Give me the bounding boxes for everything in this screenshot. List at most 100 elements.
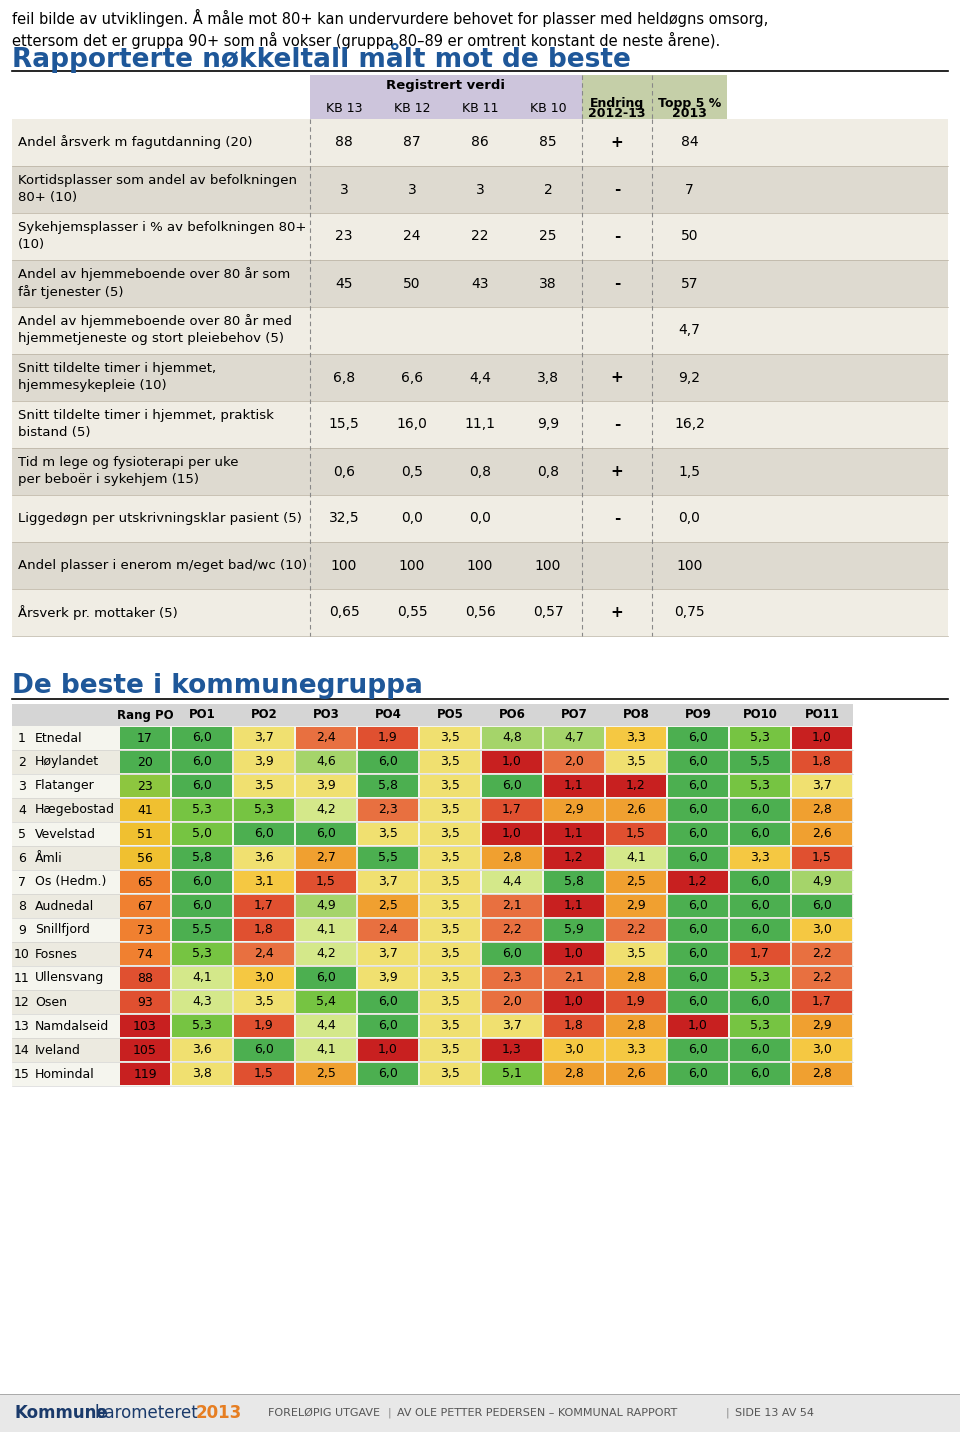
Bar bbox=[420, 919, 480, 941]
Bar bbox=[296, 1015, 356, 1037]
Text: 1,0: 1,0 bbox=[564, 948, 584, 961]
Bar bbox=[420, 871, 480, 894]
Bar bbox=[120, 775, 170, 798]
Bar bbox=[606, 967, 666, 990]
Text: 3,5: 3,5 bbox=[440, 971, 460, 985]
Bar bbox=[420, 895, 480, 916]
Bar bbox=[730, 799, 790, 821]
Text: 22: 22 bbox=[471, 229, 489, 243]
Text: 4,1: 4,1 bbox=[316, 924, 336, 937]
Bar bbox=[12, 541, 948, 589]
Text: PO1: PO1 bbox=[188, 709, 215, 722]
Text: 6,0: 6,0 bbox=[192, 732, 212, 745]
Text: får tjenester (5): får tjenester (5) bbox=[18, 285, 124, 299]
Bar bbox=[544, 1063, 604, 1085]
Bar bbox=[606, 991, 666, 1012]
Bar bbox=[296, 1063, 356, 1085]
Text: Registrert verdi: Registrert verdi bbox=[387, 80, 506, 93]
Text: Audnedal: Audnedal bbox=[35, 899, 94, 912]
Text: 1,8: 1,8 bbox=[254, 924, 274, 937]
Text: Kortidsplasser som andel av befolkningen: Kortidsplasser som andel av befolkningen bbox=[18, 173, 297, 186]
Text: 6,0: 6,0 bbox=[316, 828, 336, 841]
Bar bbox=[172, 991, 232, 1012]
Text: Sykehjemsplasser i % av befolkningen 80+: Sykehjemsplasser i % av befolkningen 80+ bbox=[18, 221, 306, 233]
Bar bbox=[172, 823, 232, 845]
Bar bbox=[792, 944, 852, 965]
Text: 1,1: 1,1 bbox=[564, 828, 584, 841]
Text: 2,5: 2,5 bbox=[316, 1067, 336, 1081]
Text: 51: 51 bbox=[137, 828, 153, 841]
Bar bbox=[606, 750, 666, 773]
Text: 93: 93 bbox=[137, 995, 153, 1008]
Text: 1,0: 1,0 bbox=[812, 732, 832, 745]
Text: 3,5: 3,5 bbox=[440, 1020, 460, 1032]
Text: 5,5: 5,5 bbox=[192, 924, 212, 937]
Text: 23: 23 bbox=[137, 779, 153, 792]
Text: 11,1: 11,1 bbox=[465, 418, 495, 431]
Text: 6,0: 6,0 bbox=[688, 899, 708, 912]
Text: 6,0: 6,0 bbox=[378, 1067, 398, 1081]
Bar bbox=[296, 750, 356, 773]
Text: 3,6: 3,6 bbox=[254, 852, 274, 865]
Text: 2,6: 2,6 bbox=[812, 828, 832, 841]
Bar bbox=[12, 166, 948, 213]
Text: 3: 3 bbox=[340, 182, 348, 196]
Text: 88: 88 bbox=[335, 136, 353, 149]
Text: 85: 85 bbox=[540, 136, 557, 149]
Text: +: + bbox=[611, 464, 623, 478]
Bar bbox=[544, 944, 604, 965]
Text: 4,1: 4,1 bbox=[626, 852, 646, 865]
Text: 56: 56 bbox=[137, 852, 153, 865]
Text: 2012-13: 2012-13 bbox=[588, 107, 646, 120]
Bar bbox=[420, 823, 480, 845]
Bar bbox=[358, 1040, 418, 1061]
Text: barometeret: barometeret bbox=[94, 1403, 198, 1422]
Text: 14: 14 bbox=[14, 1044, 30, 1057]
Bar bbox=[296, 823, 356, 845]
Bar bbox=[234, 967, 294, 990]
Text: 6,0: 6,0 bbox=[688, 1067, 708, 1081]
Text: 105: 105 bbox=[133, 1044, 156, 1057]
Text: 6,0: 6,0 bbox=[750, 1067, 770, 1081]
Text: 16,2: 16,2 bbox=[674, 418, 705, 431]
Bar bbox=[482, 1040, 542, 1061]
Text: |: | bbox=[726, 1408, 730, 1418]
Text: 3,0: 3,0 bbox=[812, 1044, 832, 1057]
Bar bbox=[234, 775, 294, 798]
Text: KB 12: KB 12 bbox=[394, 102, 430, 115]
Bar bbox=[12, 261, 948, 306]
Text: Os (Hedm.): Os (Hedm.) bbox=[35, 875, 107, 888]
Text: PO5: PO5 bbox=[437, 709, 464, 722]
Bar bbox=[12, 942, 853, 967]
Bar bbox=[420, 1015, 480, 1037]
Text: -: - bbox=[613, 276, 620, 291]
Text: 6,0: 6,0 bbox=[192, 899, 212, 912]
Text: +: + bbox=[611, 604, 623, 620]
Bar bbox=[172, 919, 232, 941]
Text: 2: 2 bbox=[543, 182, 552, 196]
Text: 3,3: 3,3 bbox=[626, 732, 646, 745]
Text: 6,0: 6,0 bbox=[688, 1044, 708, 1057]
Text: 43: 43 bbox=[471, 276, 489, 291]
Bar bbox=[120, 799, 170, 821]
Text: 4,6: 4,6 bbox=[316, 756, 336, 769]
Bar bbox=[792, 1040, 852, 1061]
Bar bbox=[12, 306, 948, 354]
Text: KB 13: KB 13 bbox=[325, 102, 362, 115]
Text: 4,8: 4,8 bbox=[502, 732, 522, 745]
Bar bbox=[544, 991, 604, 1012]
Bar bbox=[172, 775, 232, 798]
Bar bbox=[296, 1040, 356, 1061]
Text: 13: 13 bbox=[14, 1020, 30, 1032]
Bar bbox=[358, 799, 418, 821]
Text: 0,0: 0,0 bbox=[679, 511, 701, 526]
Text: 2,9: 2,9 bbox=[564, 803, 584, 816]
Text: 3,7: 3,7 bbox=[502, 1020, 522, 1032]
Bar bbox=[234, 823, 294, 845]
Text: 1,9: 1,9 bbox=[378, 732, 397, 745]
Text: 6,0: 6,0 bbox=[192, 779, 212, 792]
Text: 50: 50 bbox=[681, 229, 698, 243]
Bar bbox=[482, 1015, 542, 1037]
Text: 6,0: 6,0 bbox=[502, 779, 522, 792]
Text: Snitt tildelte timer i hjemmet, praktisk: Snitt tildelte timer i hjemmet, praktisk bbox=[18, 408, 274, 421]
